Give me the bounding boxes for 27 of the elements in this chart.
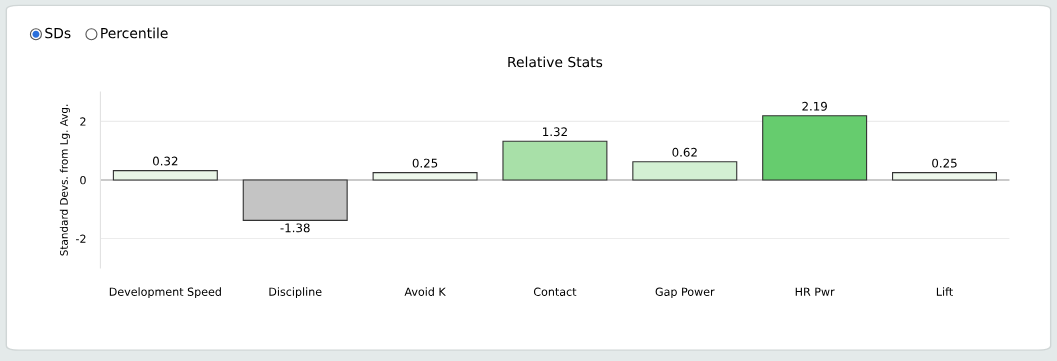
bar — [502, 140, 608, 181]
data-label: 0.62 — [672, 147, 697, 157]
data-label: 2.19 — [802, 101, 827, 111]
bar — [632, 161, 738, 181]
data-label: 0.25 — [932, 158, 957, 168]
y-tick-label: -2 — [75, 234, 86, 243]
y-axis-title: Standard Devs. from Lg. Avg. — [59, 104, 70, 256]
y-tick-label: 0 — [80, 175, 86, 185]
x-tick-label: Gap Power — [655, 287, 715, 299]
text: SDs — [45, 27, 71, 39]
x-tick-label: Lift — [936, 287, 953, 296]
x-tick-label: Contact — [533, 287, 577, 296]
x-tick-label: Discipline — [269, 287, 322, 299]
y-tick-label: 2 — [80, 117, 86, 126]
text: Percentile — [101, 27, 168, 39]
data-label: 1.32 — [543, 127, 567, 137]
data-label: -1.38 — [280, 223, 310, 233]
x-tick-label: Development Speed — [109, 287, 221, 299]
data-label: 0.25 — [412, 158, 438, 168]
x-tick-label: Avoid K — [404, 287, 446, 296]
bar — [762, 115, 868, 181]
data-label: 0.32 — [152, 156, 178, 166]
bar — [892, 172, 998, 181]
bar — [372, 172, 478, 181]
chart-title: Relative Stats — [508, 56, 603, 68]
bar — [112, 170, 218, 181]
x-tick-label: HR Pwr — [795, 287, 835, 296]
